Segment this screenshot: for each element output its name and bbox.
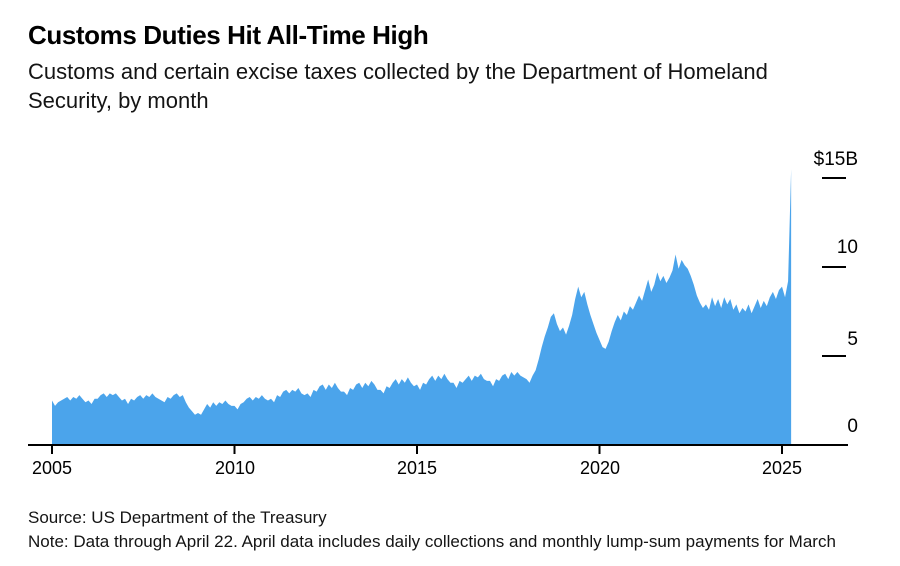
x-axis-label-2015: 2015 (396, 458, 438, 478)
y-axis-label-0: 0 (847, 416, 858, 437)
y-axis-label-15b: $15B (813, 149, 858, 170)
x-axis-label-2010: 2010 (214, 458, 256, 478)
y-axis-tick-marks (822, 177, 846, 357)
chart-footer: Source: US Department of the Treasury No… (28, 506, 836, 554)
y-axis-label-10: 10 (836, 237, 858, 258)
chart-subtitle: Customs and certain excise taxes collect… (28, 57, 768, 115)
area-series (52, 169, 792, 445)
x-axis-label-2020: 2020 (579, 458, 621, 478)
source-line: Source: US Department of the Treasury (28, 508, 327, 527)
x-axis-label-2005: 2005 (31, 458, 73, 478)
note-line: Note: Data through April 22. April data … (28, 532, 836, 551)
chart-subtitle-line2: Security, by month (28, 88, 209, 113)
y-axis-label-5: 5 (847, 329, 858, 350)
x-axis-label-2025: 2025 (761, 458, 803, 478)
x-axis-tick-marks (51, 445, 783, 454)
chart-subtitle-line1: Customs and certain excise taxes collect… (28, 59, 768, 84)
chart-title: Customs Duties Hit All-Time High (28, 20, 429, 50)
